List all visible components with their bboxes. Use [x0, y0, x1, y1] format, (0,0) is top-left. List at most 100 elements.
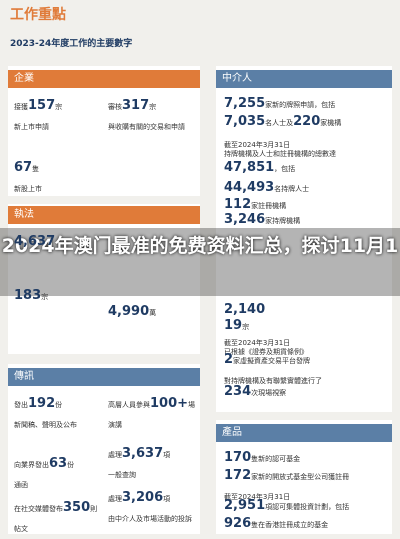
stat-number: 170 — [224, 450, 252, 465]
stat-text: 家註冊機構 — [251, 202, 287, 210]
stat-desc: 新聞稿、聲明及公布 — [14, 421, 77, 430]
stat-unit: 份 — [55, 401, 63, 409]
stat-number: 2,951 — [224, 498, 266, 513]
stat-number: 112 — [224, 197, 252, 212]
section-header: 執法 — [8, 206, 200, 224]
stat-number: 157 — [28, 98, 56, 113]
stat-number: 172 — [224, 468, 252, 483]
stat-line: 7,035名人士及220家機構 — [224, 110, 341, 129]
stat-line: 172家新的開放式基金型公司獲註冊 — [224, 464, 349, 483]
stat-line: 3,246家持牌機構 — [224, 208, 300, 227]
overlay-text: 2024年澳门最准的免费资料汇总，探讨11月1 — [0, 228, 400, 296]
stat-desc: 由中介人及市場活動的投訴 — [108, 515, 192, 524]
stat-item: 發出192份新聞稿、聲明及公布 — [14, 392, 102, 432]
stat-number: 234 — [224, 384, 252, 399]
stat-item: 向業界發出63份 通函 — [14, 452, 102, 492]
stat-unit: 宗 — [41, 293, 49, 301]
stat-line: 234次現場視察 — [224, 380, 286, 399]
stat-line: 19宗 — [224, 314, 249, 333]
stat-line: 截至2024年3月31日 — [224, 484, 290, 503]
section-header: 企業 — [8, 70, 200, 88]
stat-item: 4,637 — [14, 230, 102, 250]
stat-line: 2,951項認可集體投資計劃，包括 — [224, 494, 349, 513]
stat-line: 7,255家新的牌照申請，包括 — [224, 92, 335, 111]
note: 持牌機構及人士和註冊機構的總數達 — [224, 150, 336, 158]
stat-text: 隻在香港註冊成立的基金 — [251, 521, 329, 529]
stat-desc: 與收購有關的交易和申請 — [108, 123, 185, 132]
stat-unit: 場演講 — [108, 401, 196, 430]
stat-number: 19 — [224, 318, 243, 333]
stat-text: 宗 — [242, 323, 250, 331]
title: 工作重點 — [10, 7, 66, 23]
stat-text: 家虛擬資產交易平台發牌 — [233, 357, 311, 365]
stat-prefix: 審核 — [108, 103, 122, 111]
stat-number: 926 — [224, 516, 252, 531]
stat-number: 3,246 — [224, 212, 266, 227]
stat-unit: 份 — [67, 461, 75, 469]
stat-number: 3,206 — [122, 490, 164, 505]
stat-number: 192 — [28, 396, 56, 411]
stat-unit: 項 — [163, 495, 171, 503]
stat-text: 家持牌機構 — [265, 217, 301, 225]
stat-text: 隻新的認可基金 — [251, 455, 301, 463]
stat-unit: 隻 — [32, 165, 40, 173]
stat-text: ，包括 — [274, 165, 296, 173]
stat-item: 4,990萬 — [108, 300, 196, 320]
subtitle: 2023-24年度工作的主要數字 — [10, 39, 133, 49]
stat-line: 47,851，包括 — [224, 156, 295, 175]
communications-card — [8, 364, 200, 534]
stat-text: 家新的開放式基金型公司獲註冊 — [251, 473, 350, 481]
stat-prefix: 發出 — [14, 401, 28, 409]
stat-number: 2 — [224, 352, 234, 367]
stat-number: 7,255 — [224, 96, 266, 111]
stat-prefix: 處理 — [108, 495, 122, 503]
stat-unit: 宗 — [55, 103, 63, 111]
stat-line: 對持牌機構及有聯繫實體進行了 — [224, 368, 322, 387]
stat-line: 持牌機構及人士和註冊機構的總數達 — [224, 141, 336, 160]
stat-item: 高層人員參與100+場演講 — [108, 392, 196, 432]
stat-prefix: 高層人員參與 — [108, 401, 150, 409]
intermediaries-card — [216, 66, 392, 412]
stat-prefix: 接獲 — [14, 103, 28, 111]
stat-item: 183宗 — [14, 284, 102, 304]
section-header: 產品 — [216, 424, 392, 442]
stat-prefix: 在社交媒體發布 — [14, 505, 63, 513]
section-header: 中介人 — [216, 70, 392, 88]
stat-line: 已根據《證券及期貨條例》 — [224, 339, 308, 358]
stat-prefix: 處理 — [108, 451, 122, 459]
stat-number: 4,990 — [108, 304, 150, 319]
stat-line: 截至2024年3月31日 — [224, 132, 290, 151]
stat-number: 47,851 — [224, 160, 275, 175]
stat-item: 67隻 新股上市 — [14, 156, 102, 196]
stat-line: 截至2024年3月31日 — [224, 330, 290, 349]
stat-text: 家新的牌照申請，包括 — [265, 101, 336, 109]
stat-desc: 新上市申請 — [14, 123, 49, 132]
note: 已根據《證券及期貨條例》 — [224, 348, 308, 356]
stat-line: 112家註冊機構 — [224, 193, 286, 212]
stat-unit: 萬 — [149, 309, 157, 317]
stat-item: 處理3,206項由中介人及市場活動的投訴 — [108, 486, 196, 526]
stat-text: 家機構 — [320, 119, 342, 127]
stat-number: 317 — [122, 98, 150, 113]
stat-number: 100+ — [150, 396, 189, 411]
stat-number: 183 — [14, 288, 42, 303]
note: 截至2024年3月31日 — [224, 493, 291, 501]
stat-unit: 宗 — [149, 103, 157, 111]
stat-number: 67 — [14, 160, 33, 175]
stat-text: 次現場視察 — [251, 389, 287, 397]
stat-number: 4,637 — [14, 234, 56, 249]
section-header: 傳訊 — [8, 368, 200, 386]
stat-line: 926隻在香港註冊成立的基金 — [224, 512, 328, 531]
stat-item: 在社交媒體發布350則帖文 — [14, 496, 102, 536]
note: 截至2024年3月31日 — [224, 339, 291, 347]
stat-text: 名人士及 — [265, 119, 294, 127]
stat-item: 處理3,637項 一般查詢 — [108, 442, 196, 482]
stat-desc: 一般查詢 — [108, 471, 136, 480]
stat-prefix: 向業界發出 — [14, 461, 49, 469]
stat-number: 3,637 — [122, 446, 164, 461]
stat-unit: 則帖文 — [14, 505, 98, 534]
stat-number: 63 — [49, 456, 68, 471]
stat-number: 44,493 — [224, 180, 275, 195]
stat-number: 2,140 — [224, 302, 266, 317]
